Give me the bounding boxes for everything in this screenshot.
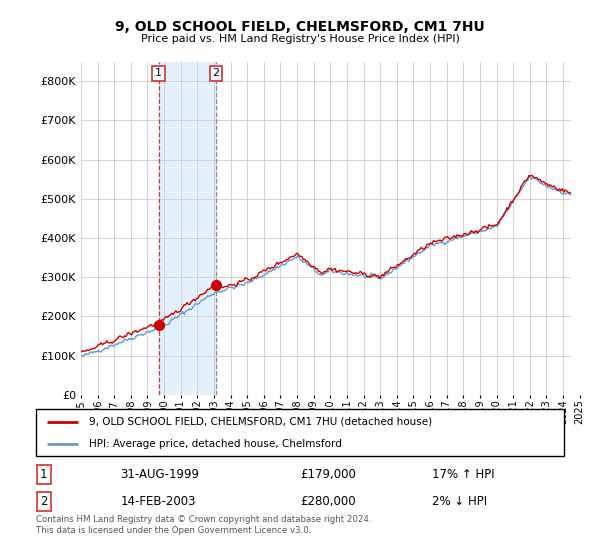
Text: 17% ↑ HPI: 17% ↑ HPI bbox=[432, 468, 494, 481]
Bar bbox=[571, 62, 588, 395]
Text: 31-AUG-1999: 31-AUG-1999 bbox=[121, 468, 199, 481]
Text: 1: 1 bbox=[155, 68, 162, 78]
Text: Price paid vs. HM Land Registry's House Price Index (HPI): Price paid vs. HM Land Registry's House … bbox=[140, 34, 460, 44]
Text: 14-FEB-2003: 14-FEB-2003 bbox=[121, 495, 196, 508]
Text: £179,000: £179,000 bbox=[300, 468, 356, 481]
Text: 9, OLD SCHOOL FIELD, CHELMSFORD, CM1 7HU (detached house): 9, OLD SCHOOL FIELD, CHELMSFORD, CM1 7HU… bbox=[89, 417, 432, 427]
Bar bbox=[158, 62, 216, 395]
Text: 2: 2 bbox=[212, 68, 220, 78]
Text: 2% ↓ HPI: 2% ↓ HPI bbox=[432, 495, 487, 508]
Text: 2: 2 bbox=[40, 495, 47, 508]
Text: £280,000: £280,000 bbox=[300, 495, 356, 508]
Text: HPI: Average price, detached house, Chelmsford: HPI: Average price, detached house, Chel… bbox=[89, 438, 341, 449]
Text: 1: 1 bbox=[40, 468, 47, 481]
FancyBboxPatch shape bbox=[36, 409, 564, 456]
Text: Contains HM Land Registry data © Crown copyright and database right 2024.
This d: Contains HM Land Registry data © Crown c… bbox=[36, 515, 371, 535]
Text: 9, OLD SCHOOL FIELD, CHELMSFORD, CM1 7HU: 9, OLD SCHOOL FIELD, CHELMSFORD, CM1 7HU bbox=[115, 20, 485, 34]
